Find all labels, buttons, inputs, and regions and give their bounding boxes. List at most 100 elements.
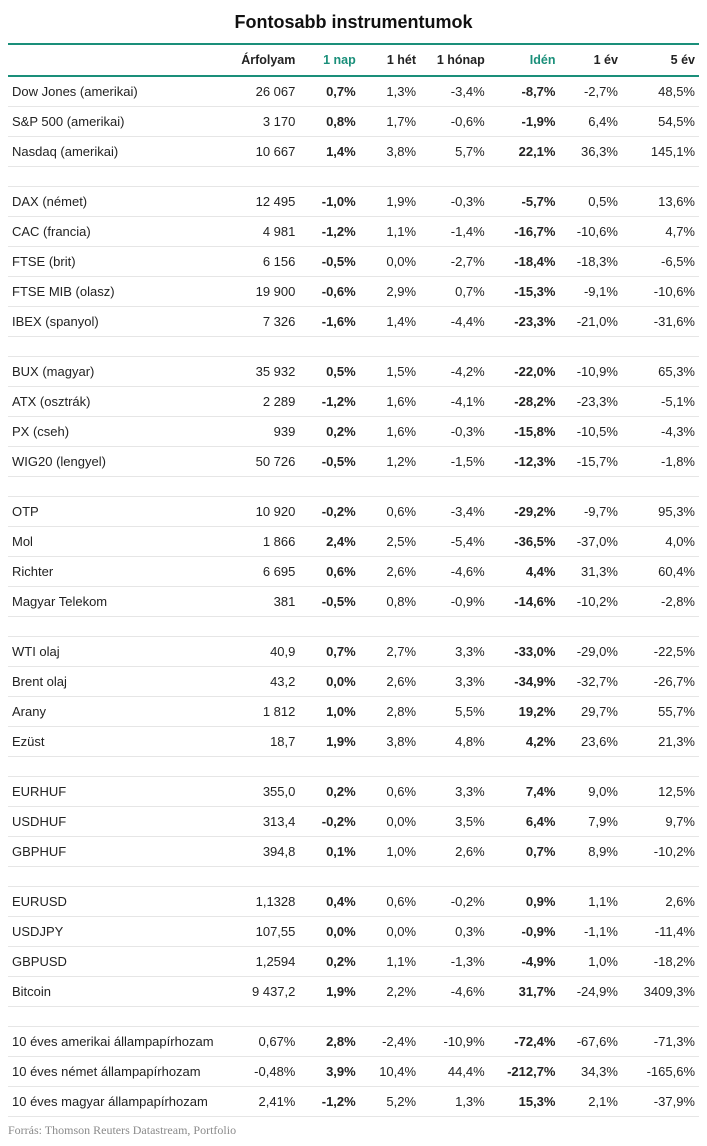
cell-name: USDHUF xyxy=(8,807,224,837)
table-row: GBPHUF394,80,1%1,0%2,6%0,7%8,9%-10,2% xyxy=(8,837,699,867)
cell-m1: 0,3% xyxy=(420,917,489,947)
cell-name: 10 éves magyar állampapírhozam xyxy=(8,1087,224,1117)
cell-price: 12 495 xyxy=(224,187,299,217)
cell-d1: -1,6% xyxy=(299,307,359,337)
cell-m1: 3,3% xyxy=(420,637,489,667)
table-header: Árfolyam1 nap1 hét1 hónapIdén1 év5 év xyxy=(8,44,699,76)
cell-name: GBPHUF xyxy=(8,837,224,867)
cell-y5: -10,6% xyxy=(622,277,699,307)
cell-y1: 7,9% xyxy=(559,807,621,837)
cell-w1: 10,4% xyxy=(360,1057,420,1087)
table-row: Arany1 8121,0%2,8%5,5%19,2%29,7%55,7% xyxy=(8,697,699,727)
cell-name: Dow Jones (amerikai) xyxy=(8,76,224,107)
cell-ytd: -8,7% xyxy=(489,76,560,107)
cell-name: DAX (német) xyxy=(8,187,224,217)
cell-m1: -2,7% xyxy=(420,247,489,277)
cell-price: 1,2594 xyxy=(224,947,299,977)
table-row: Brent olaj43,20,0%2,6%3,3%-34,9%-32,7%-2… xyxy=(8,667,699,697)
cell-ytd: -15,8% xyxy=(489,417,560,447)
table-row: Bitcoin9 437,21,9%2,2%-4,6%31,7%-24,9%34… xyxy=(8,977,699,1007)
cell-y1: -9,7% xyxy=(559,497,621,527)
cell-d1: -0,2% xyxy=(299,807,359,837)
cell-d1: 0,8% xyxy=(299,107,359,137)
cell-price: 9 437,2 xyxy=(224,977,299,1007)
cell-d1: -0,2% xyxy=(299,497,359,527)
cell-m1: 44,4% xyxy=(420,1057,489,1087)
cell-y1: -1,1% xyxy=(559,917,621,947)
cell-name: FTSE MIB (olasz) xyxy=(8,277,224,307)
group-spacer xyxy=(8,617,699,637)
group-spacer xyxy=(8,757,699,777)
cell-y1: -9,1% xyxy=(559,277,621,307)
cell-m1: 3,3% xyxy=(420,777,489,807)
cell-price: 6 156 xyxy=(224,247,299,277)
cell-d1: -0,6% xyxy=(299,277,359,307)
cell-w1: 1,3% xyxy=(360,76,420,107)
cell-name: Arany xyxy=(8,697,224,727)
cell-price: 3 170 xyxy=(224,107,299,137)
cell-y5: 4,7% xyxy=(622,217,699,247)
cell-y1: -10,5% xyxy=(559,417,621,447)
cell-y5: -1,8% xyxy=(622,447,699,477)
cell-m1: -0,2% xyxy=(420,887,489,917)
cell-name: 10 éves német állampapírhozam xyxy=(8,1057,224,1087)
cell-m1: -1,4% xyxy=(420,217,489,247)
col-header-ytd: Idén xyxy=(489,44,560,76)
cell-price: 355,0 xyxy=(224,777,299,807)
cell-y5: -26,7% xyxy=(622,667,699,697)
table-row: 10 éves amerikai állampapírhozam0,67%2,8… xyxy=(8,1027,699,1057)
cell-w1: 0,6% xyxy=(360,497,420,527)
cell-d1: -1,0% xyxy=(299,187,359,217)
cell-w1: 1,6% xyxy=(360,387,420,417)
cell-d1: -1,2% xyxy=(299,1087,359,1117)
cell-ytd: -16,7% xyxy=(489,217,560,247)
cell-m1: -4,1% xyxy=(420,387,489,417)
cell-y5: 12,5% xyxy=(622,777,699,807)
cell-y1: 6,4% xyxy=(559,107,621,137)
cell-y1: -18,3% xyxy=(559,247,621,277)
cell-name: OTP xyxy=(8,497,224,527)
cell-price: 1 866 xyxy=(224,527,299,557)
cell-ytd: 6,4% xyxy=(489,807,560,837)
cell-price: 1 812 xyxy=(224,697,299,727)
group-spacer xyxy=(8,337,699,357)
cell-price: 394,8 xyxy=(224,837,299,867)
cell-name: EURUSD xyxy=(8,887,224,917)
cell-y5: 9,7% xyxy=(622,807,699,837)
cell-d1: 0,0% xyxy=(299,667,359,697)
group-spacer xyxy=(8,167,699,187)
cell-w1: 1,1% xyxy=(360,947,420,977)
cell-m1: -5,4% xyxy=(420,527,489,557)
cell-m1: -1,3% xyxy=(420,947,489,977)
cell-d1: 0,7% xyxy=(299,637,359,667)
cell-m1: 5,5% xyxy=(420,697,489,727)
cell-name: S&P 500 (amerikai) xyxy=(8,107,224,137)
cell-y1: -67,6% xyxy=(559,1027,621,1057)
cell-ytd: 19,2% xyxy=(489,697,560,727)
cell-ytd: -18,4% xyxy=(489,247,560,277)
cell-ytd: -23,3% xyxy=(489,307,560,337)
cell-y1: 9,0% xyxy=(559,777,621,807)
cell-y1: -10,2% xyxy=(559,587,621,617)
table-row: WIG20 (lengyel)50 726-0,5%1,2%-1,5%-12,3… xyxy=(8,447,699,477)
cell-m1: -1,5% xyxy=(420,447,489,477)
cell-y5: 13,6% xyxy=(622,187,699,217)
table-row: Dow Jones (amerikai)26 0670,7%1,3%-3,4%-… xyxy=(8,76,699,107)
cell-name: EURHUF xyxy=(8,777,224,807)
cell-y5: -31,6% xyxy=(622,307,699,337)
cell-w1: 1,1% xyxy=(360,217,420,247)
cell-d1: 0,7% xyxy=(299,76,359,107)
cell-name: WIG20 (lengyel) xyxy=(8,447,224,477)
cell-y5: 54,5% xyxy=(622,107,699,137)
cell-price: 10 920 xyxy=(224,497,299,527)
cell-m1: 2,6% xyxy=(420,837,489,867)
cell-m1: -3,4% xyxy=(420,76,489,107)
cell-ytd: -1,9% xyxy=(489,107,560,137)
cell-d1: 0,0% xyxy=(299,917,359,947)
cell-price: 7 326 xyxy=(224,307,299,337)
cell-w1: 2,6% xyxy=(360,667,420,697)
cell-y5: 48,5% xyxy=(622,76,699,107)
col-header-w1: 1 hét xyxy=(360,44,420,76)
cell-price: 381 xyxy=(224,587,299,617)
source-text: Forrás: Thomson Reuters Datastream, Port… xyxy=(8,1123,699,1138)
